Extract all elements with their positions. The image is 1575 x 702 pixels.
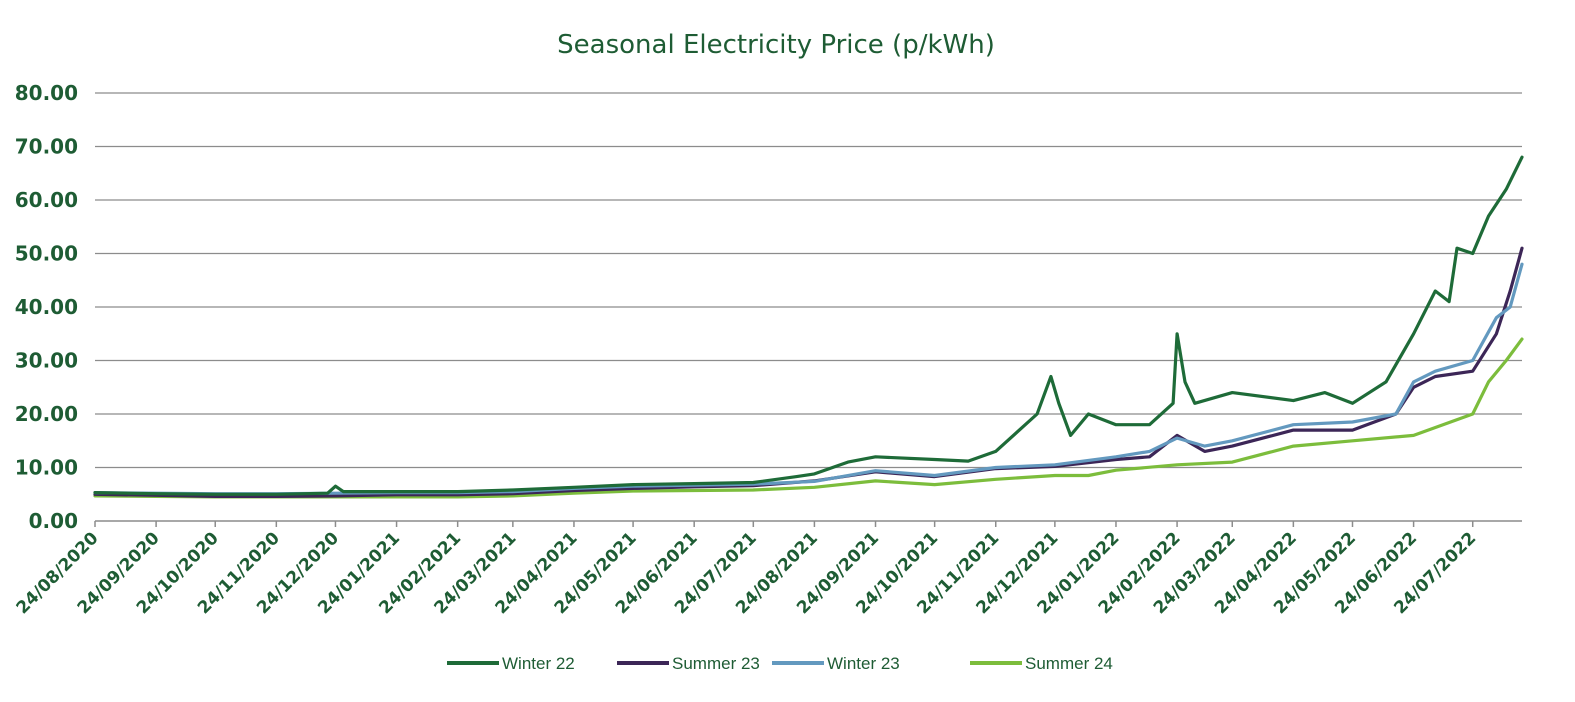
series-line-summer-23 xyxy=(93,246,1524,498)
y-axis-ticks: 0.00 10.00 20.00 30.00 40.00 50.00 60.00 70.00 8… xyxy=(15,81,78,533)
legend-item: Summer 24 xyxy=(970,654,1113,673)
y-tick-label: 80.00 xyxy=(15,81,78,105)
series-layer xyxy=(93,155,1524,499)
legend-label: Summer 23 xyxy=(672,654,760,673)
y-tick-label: 70.00 xyxy=(15,135,78,159)
chart-title: Seasonal Electricity Price (p/kWh) xyxy=(557,30,995,60)
series-line-winter-23 xyxy=(93,262,1524,496)
x-axis-ticks: 24/08/202024/09/202024/10/202024/11/2020… xyxy=(13,521,1480,618)
y-tick-label: 0.00 xyxy=(29,509,78,533)
y-tick-label: 50.00 xyxy=(15,242,78,266)
series-line-winter-22 xyxy=(93,155,1524,496)
grid-layer xyxy=(95,92,1522,522)
y-tick-label: 10.00 xyxy=(15,456,78,480)
legend-label: Summer 24 xyxy=(1025,654,1113,673)
legend: Winter 22 Summer 23 Winter 23 Summer 24 xyxy=(447,654,1113,673)
legend-item: Summer 23 xyxy=(617,654,760,673)
y-tick-label: 30.00 xyxy=(15,349,78,373)
y-tick-label: 20.00 xyxy=(15,402,78,426)
legend-label: Winter 23 xyxy=(827,654,900,673)
legend-item: Winter 22 xyxy=(447,654,575,673)
legend-label: Winter 22 xyxy=(502,654,575,673)
legend-item: Winter 23 xyxy=(772,654,900,673)
y-tick-label: 40.00 xyxy=(15,295,78,319)
y-tick-label: 60.00 xyxy=(15,188,78,212)
